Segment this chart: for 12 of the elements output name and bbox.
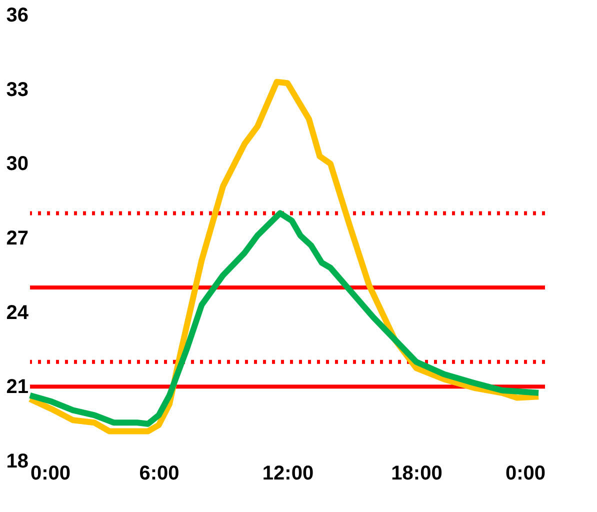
y-tick-label: 21 [6, 376, 28, 398]
x-tick-label: 0:00 [505, 462, 546, 484]
x-tick-label: 6:00 [139, 462, 180, 484]
y-tick-label: 27 [6, 228, 28, 250]
y-tick-label: 30 [6, 153, 28, 176]
x-tick-label: 0:00 [30, 462, 71, 484]
y-tick-label: 36 [6, 4, 28, 26]
x-tick-label: 18:00 [391, 462, 442, 484]
x-tick-label: 12:00 [262, 462, 314, 484]
y-tick-label: 24 [6, 302, 30, 324]
y-tick-label: 33 [6, 78, 28, 101]
y-tick-label: 18 [6, 450, 28, 472]
